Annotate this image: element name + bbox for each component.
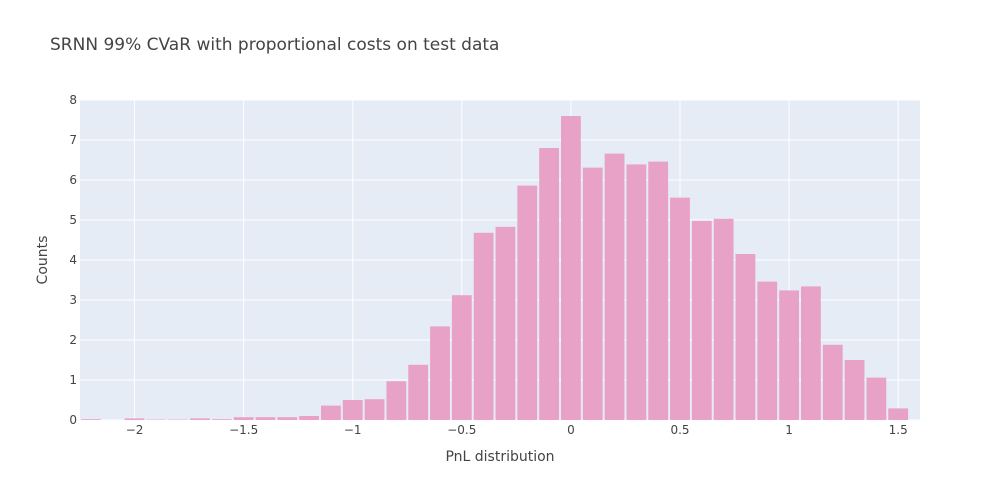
y-axis-title: Counts [35, 236, 51, 285]
histogram-bar[interactable] [604, 153, 625, 420]
histogram-bar[interactable] [211, 419, 232, 420]
y-tick-label: 8 [69, 93, 77, 107]
x-tick-label: 0.5 [670, 423, 689, 437]
y-tick-label: 0 [69, 413, 77, 427]
histogram-bar[interactable] [779, 290, 799, 420]
histogram-bar[interactable] [408, 364, 429, 420]
y-tick-label: 2 [69, 333, 77, 347]
histogram-bar[interactable] [321, 405, 341, 420]
histogram-bar[interactable] [539, 148, 559, 420]
histogram-bar[interactable] [648, 161, 669, 420]
histogram-bar[interactable] [888, 408, 909, 420]
y-tick-label: 3 [69, 293, 77, 307]
histogram-bar[interactable] [691, 220, 712, 420]
histogram-bar[interactable] [801, 286, 821, 420]
histogram-bar[interactable] [626, 164, 647, 420]
x-tick-label: −0.5 [447, 423, 476, 437]
histogram-bar[interactable] [582, 167, 603, 420]
histogram-bar[interactable] [517, 185, 538, 420]
histogram-bar[interactable] [735, 254, 756, 420]
y-tick-label: 1 [69, 373, 77, 387]
x-tick-label: −1 [344, 423, 362, 437]
y-tick-label: 6 [69, 173, 77, 187]
y-tick-label: 7 [69, 133, 77, 147]
x-tick-label: −2 [126, 423, 144, 437]
histogram-bar[interactable] [81, 419, 101, 420]
x-tick-label: 1.5 [889, 423, 908, 437]
histogram-bar[interactable] [866, 377, 887, 420]
histogram-bar[interactable] [430, 326, 450, 420]
histogram-bars [81, 116, 909, 420]
histogram-bar[interactable] [364, 399, 385, 420]
histogram-bar[interactable] [451, 295, 472, 420]
histogram-bar[interactable] [713, 218, 734, 420]
histogram-bar[interactable] [561, 116, 581, 420]
y-axis-ticks: 0 1 2 3 4 5 6 7 8 [69, 93, 77, 427]
y-tick-label: 4 [69, 253, 77, 267]
histogram-bar[interactable] [386, 381, 407, 420]
chart-title: SRNN 99% CVaR with proportional costs on… [50, 35, 499, 55]
histogram-bar[interactable] [124, 418, 145, 420]
x-axis-title: PnL distribution [445, 449, 554, 465]
histogram-bar[interactable] [495, 226, 516, 420]
histogram-bar[interactable] [190, 418, 210, 420]
histogram-bar[interactable] [670, 197, 690, 420]
x-tick-label: 1 [785, 423, 793, 437]
histogram-bar[interactable] [342, 400, 363, 420]
x-axis-ticks: −2 −1.5 −1 −0.5 0 0.5 1 1.5 [126, 423, 908, 437]
histogram-bar[interactable] [233, 417, 254, 420]
y-tick-label: 5 [69, 213, 77, 227]
x-tick-label: 0 [567, 423, 575, 437]
histogram-bar[interactable] [277, 417, 298, 420]
histogram-bar[interactable] [757, 281, 778, 420]
x-tick-label: −1.5 [229, 423, 258, 437]
histogram-bar[interactable] [844, 360, 865, 420]
histogram-bar[interactable] [299, 416, 319, 420]
histogram-bar[interactable] [255, 417, 276, 420]
histogram-bar[interactable] [822, 344, 843, 420]
histogram-bar[interactable] [473, 232, 494, 420]
